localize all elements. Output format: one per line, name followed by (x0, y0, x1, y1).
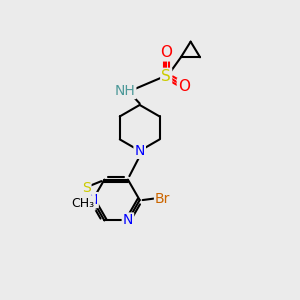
Text: N: N (134, 144, 145, 158)
Text: CH₃: CH₃ (72, 197, 95, 210)
Text: S: S (161, 69, 171, 84)
Text: O: O (178, 79, 190, 94)
Text: Br: Br (155, 192, 170, 206)
Text: N: N (87, 193, 98, 207)
Text: N: N (123, 214, 133, 227)
Text: NH: NH (115, 84, 135, 98)
Text: S: S (82, 182, 91, 196)
Text: O: O (160, 45, 172, 60)
